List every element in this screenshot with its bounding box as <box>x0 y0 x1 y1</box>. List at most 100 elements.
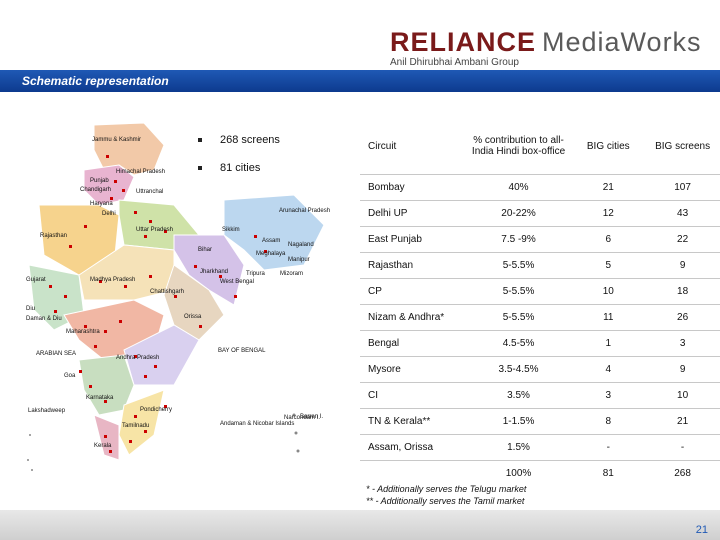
cell-circuit: Bombay <box>360 174 466 201</box>
cell-cities: 1 <box>571 330 646 357</box>
table-row: Delhi UP 20-22% 12 43 <box>360 200 720 227</box>
map-label: Kerala <box>94 443 112 449</box>
table-row: Assam, Orissa 1.5% - - <box>360 434 720 461</box>
india-map: Jammu & Kashmir Himachal Pradesh Punjab … <box>26 122 330 471</box>
cell-contribution: 40% <box>465 174 572 201</box>
cell-circuit: CI <box>360 382 466 409</box>
cell-contribution: 4.5-5% <box>465 330 572 357</box>
cell-circuit: Assam, Orissa <box>360 434 466 461</box>
map-label: Punjab <box>90 178 109 184</box>
cell-screens: 18 <box>645 278 720 305</box>
map-label: Nagaland <box>288 242 314 248</box>
map-label: Assam <box>262 238 280 244</box>
map-label: Manipur <box>288 257 310 263</box>
cell-cities: 6 <box>571 226 646 253</box>
brand-logo: RELIANCE MediaWorks Anil Dhirubhai Ambani… <box>390 27 701 73</box>
map-label: Narcondam I. <box>284 415 320 421</box>
cell-contribution: 1-1.5% <box>465 408 572 435</box>
map-label: Jharkhand <box>200 269 228 275</box>
cell-circuit: Bengal <box>360 330 466 357</box>
cell-screens: 9 <box>645 252 720 279</box>
cell-circuit: Delhi UP <box>360 200 466 227</box>
cell-circuit: Rajasthan <box>360 252 466 279</box>
footer-bar <box>0 510 720 540</box>
map-label: Mizoram <box>280 271 303 277</box>
cell-screens: 26 <box>645 304 720 331</box>
header-contribution: % contribution to all-India Hindi box-of… <box>471 135 566 157</box>
title-bar <box>0 70 720 92</box>
cell-contribution: 3.5% <box>465 382 572 409</box>
header-big-screens: BIG screens <box>655 140 711 152</box>
header-circuit: Circuit <box>368 140 397 152</box>
map-label: Chattishgarh <box>150 289 184 295</box>
map-label: Lakshadweep <box>28 408 66 414</box>
cell-screens: 21 <box>645 408 720 435</box>
cell-circuit: Nizam & Andhra* <box>360 304 466 331</box>
table-row: CP 5-5.5% 10 18 <box>360 278 720 305</box>
map-label: Arunachal Pradesh <box>279 208 330 214</box>
cell-contribution: 5-5.5% <box>465 304 572 331</box>
cell-screens: - <box>645 434 720 461</box>
map-label: Haryana <box>90 201 113 207</box>
map-label: Sikkim <box>222 227 240 233</box>
cell-contribution: 3.5-4.5% <box>465 356 572 383</box>
cell-circuit: East Punjab <box>360 226 466 253</box>
map-bihar-bengal <box>173 234 245 306</box>
map-label: Madhya Pradesh <box>90 277 135 283</box>
map-label: ARABIAN SEA <box>36 351 76 357</box>
cell-cities: 3 <box>571 382 646 409</box>
map-label: Goa <box>64 373 76 379</box>
cell-cities: 21 <box>571 174 646 201</box>
cell-cities: 5 <box>571 252 646 279</box>
table-row: Rajasthan 5-5.5% 5 9 <box>360 252 720 279</box>
cell-contribution: 20-22% <box>465 200 572 227</box>
map-label: Gujarat <box>26 277 46 283</box>
map-label: West Bengal <box>220 279 254 285</box>
map-label: Tamilnadu <box>122 423 149 429</box>
cell-contribution: 1.5% <box>465 434 572 461</box>
table-row: CI 3.5% 3 10 <box>360 382 720 409</box>
map-label: Himachal Pradesh <box>116 169 165 175</box>
map-label: Andaman & Nicobar Islands <box>220 421 294 427</box>
cell-cities: - <box>571 434 646 461</box>
cell-screens: 43 <box>645 200 720 227</box>
bullet-icon <box>198 138 202 142</box>
cell-cities: 81 <box>571 460 646 486</box>
cell-contribution: 7.5 -9% <box>465 226 572 253</box>
table-header-row: Circuit % contribution to all-India Hind… <box>360 118 720 175</box>
cell-screens: 268 <box>645 460 720 486</box>
map-label: BAY OF BENGAL <box>218 348 266 354</box>
table-row: East Punjab 7.5 -9% 6 22 <box>360 226 720 253</box>
map-label: Uttar Pradesh <box>136 227 173 233</box>
table-row: Bengal 4.5-5% 1 3 <box>360 330 720 357</box>
footnotes: * - Additionally serves the Telugu marke… <box>366 483 526 507</box>
bullet-text: 268 screens <box>220 134 280 146</box>
table-row: TN & Kerala** 1-1.5% 8 21 <box>360 408 720 435</box>
city-markers <box>49 155 267 453</box>
page-title: Schematic representation <box>22 74 169 88</box>
map-label: Andhra Pradesh <box>116 355 159 361</box>
map-label: Daman & Diu <box>26 316 62 322</box>
cell-cities: 11 <box>571 304 646 331</box>
page-number: 21 <box>695 524 708 536</box>
map-label: Karnataka <box>86 395 114 401</box>
cell-circuit: Mysore <box>360 356 466 383</box>
map-label: Maharashtra <box>66 329 100 335</box>
footnote-tamil: ** - Additionally serves the Tamil marke… <box>366 496 525 506</box>
cell-cities: 8 <box>571 408 646 435</box>
cell-contribution: 100% <box>465 460 572 486</box>
cell-cities: 10 <box>571 278 646 305</box>
map-label: Orissa <box>184 314 202 320</box>
cell-screens: 22 <box>645 226 720 253</box>
cell-cities: 12 <box>571 200 646 227</box>
brand-main: RELIANCE <box>390 27 537 57</box>
map-label: Chandigarh <box>80 187 111 193</box>
table-total-row: 100% 81 268 <box>360 460 720 486</box>
bullet-text: 81 cities <box>220 162 261 174</box>
cell-circuit: CP <box>360 278 466 305</box>
bullet-icon <box>198 166 202 170</box>
cell-screens: 10 <box>645 382 720 409</box>
map-label: Rajasthan <box>40 233 67 239</box>
cell-circuit: TN & Kerala** <box>360 408 466 435</box>
brand-sub: Anil Dhirubhai Ambani Group <box>390 57 519 68</box>
